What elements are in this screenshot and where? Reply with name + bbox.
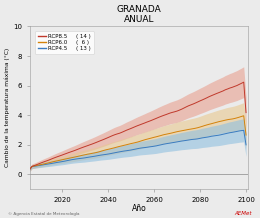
Text: © Agencia Estatal de Meteorología: © Agencia Estatal de Meteorología [8, 212, 79, 216]
Y-axis label: Cambio de la temperatura máxima (°C): Cambio de la temperatura máxima (°C) [5, 48, 10, 167]
Text: AEMet: AEMet [235, 211, 252, 216]
Legend: RCP8.5     ( 14 ), RCP6.0     (  6 ), RCP4.5     ( 13 ): RCP8.5 ( 14 ), RCP6.0 ( 6 ), RCP4.5 ( 13… [35, 31, 94, 54]
X-axis label: Año: Año [132, 204, 146, 213]
Title: GRANADA
ANUAL: GRANADA ANUAL [117, 5, 161, 24]
